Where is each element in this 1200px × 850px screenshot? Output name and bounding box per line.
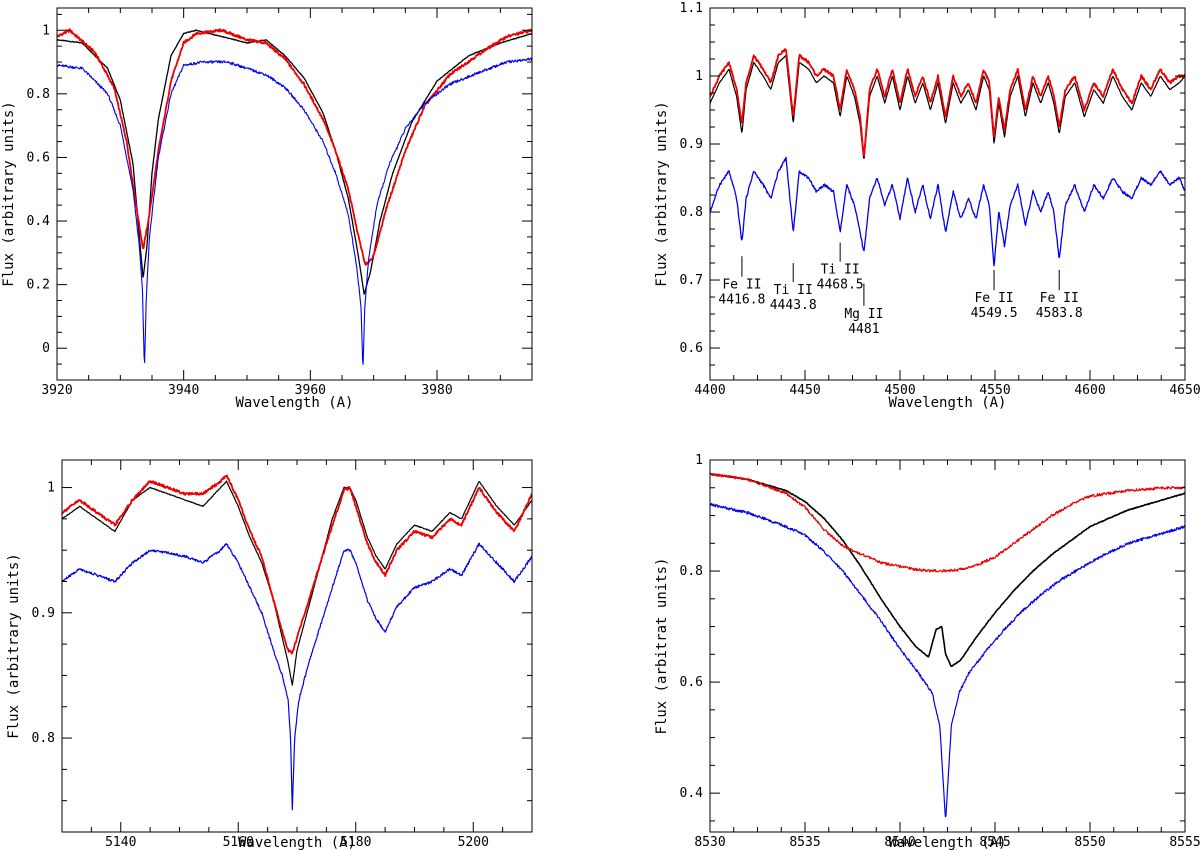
line-id-wavelength: 4443.8 bbox=[770, 298, 817, 313]
y-tick-label: 0.6 bbox=[27, 150, 50, 165]
y-axis-label: Flux (arbitrary units) bbox=[654, 101, 670, 286]
x-tick-label: 8550 bbox=[1074, 835, 1105, 850]
plot-frame bbox=[61, 459, 533, 833]
y-tick-label: 0.8 bbox=[680, 564, 703, 579]
series-red-line bbox=[710, 48, 1185, 157]
x-tick-label: 3940 bbox=[168, 383, 199, 398]
y-tick-label: 1 bbox=[47, 481, 55, 496]
x-tick-label: 8535 bbox=[789, 835, 820, 850]
y-tick-label: 0.4 bbox=[680, 786, 704, 801]
line-id-wavelength: 4583.8 bbox=[1036, 306, 1083, 321]
line-id-wavelength: 4468.5 bbox=[817, 278, 864, 293]
y-tick-label: 0.4 bbox=[27, 214, 51, 229]
line-id-wavelength: 4481 bbox=[848, 322, 879, 337]
line-id-ion: Ti II bbox=[774, 283, 813, 298]
x-axis-label: Wavelength (A) bbox=[888, 395, 1006, 411]
x-tick-label: 8540 bbox=[884, 835, 915, 850]
x-axis-label: Wavelength (A) bbox=[235, 395, 353, 411]
series-blue-line bbox=[57, 57, 532, 366]
series-blue-line bbox=[62, 542, 532, 811]
series-red-line bbox=[710, 472, 1185, 573]
y-tick-label: 0.8 bbox=[680, 205, 703, 220]
y-tick-label: 1 bbox=[42, 23, 50, 38]
x-tick-label: 4550 bbox=[979, 383, 1010, 398]
x-axis-label: Wavelength (A) bbox=[238, 835, 356, 850]
y-axis-label: Flux (arbitrat units) bbox=[654, 557, 670, 734]
y-axis-label: Flux (arbitrary units) bbox=[1, 101, 17, 286]
x-tick-label: 4400 bbox=[694, 383, 725, 398]
series-group bbox=[62, 474, 532, 811]
plot-frame bbox=[709, 7, 1186, 381]
line-id-ion: Fe II bbox=[1040, 291, 1079, 306]
panel-bottom-left: 5140 5160 5180 5200 0.8 0.9 1 Wavelength (A) Flu… bbox=[6, 459, 533, 850]
series-blue-line bbox=[710, 156, 1185, 267]
line-id-ion: Ti II bbox=[821, 263, 860, 278]
panel-top-right: 4400 4450 4500 4550 4600 4650 0.6 0.7 0.8 0.9 1 1.1… bbox=[654, 1, 1200, 411]
y-tick-label: 0.8 bbox=[32, 731, 55, 746]
y-tick-label: 0.6 bbox=[680, 675, 703, 690]
y-tick-label: 1 bbox=[695, 453, 703, 468]
series-black-line bbox=[710, 472, 1185, 668]
panel-bottom-right: 8530 8535 8540 8545 8550 8555 0.4 0.6 0.8 1 Wavele… bbox=[654, 453, 1200, 850]
y-tick-label: 1 bbox=[695, 69, 703, 84]
x-tick-label: 5200 bbox=[458, 835, 489, 850]
series-group bbox=[710, 48, 1185, 267]
x-tick-label: 5180 bbox=[340, 835, 371, 850]
y-tick-label: 1.1 bbox=[680, 1, 703, 16]
y-tick-label: 0.8 bbox=[27, 87, 50, 102]
line-id-wavelength: 4416.8 bbox=[718, 293, 765, 308]
series-red-line bbox=[62, 474, 532, 655]
plot-frame bbox=[56, 7, 533, 381]
y-tick-label: 0.2 bbox=[27, 278, 50, 293]
x-tick-label: 3920 bbox=[41, 383, 72, 398]
x-tick-label: 8555 bbox=[1169, 835, 1200, 850]
series-blue-line bbox=[710, 502, 1185, 818]
x-tick-label: 3960 bbox=[295, 383, 326, 398]
y-tick-label: 0.9 bbox=[680, 137, 703, 152]
series-black-line bbox=[62, 480, 532, 686]
y-tick-label: 0.9 bbox=[32, 606, 55, 621]
y-tick-label: 0 bbox=[42, 341, 50, 356]
y-axis-label: Flux (arbitrary units) bbox=[6, 553, 22, 738]
line-id-wavelength: 4549.5 bbox=[971, 306, 1018, 321]
line-id-ion: Mg II bbox=[844, 307, 883, 322]
x-tick-label: 5140 bbox=[105, 835, 136, 850]
line-id-ion: Fe II bbox=[974, 291, 1013, 306]
x-tick-label: 5160 bbox=[223, 835, 254, 850]
x-tick-label: 3980 bbox=[421, 383, 452, 398]
series-group bbox=[710, 472, 1185, 818]
x-tick-label: 8545 bbox=[979, 835, 1010, 850]
series-red-line bbox=[57, 28, 532, 266]
y-tick-label: 0.7 bbox=[680, 273, 703, 288]
line-id-ion: Fe II bbox=[722, 278, 761, 293]
series-group bbox=[57, 28, 532, 366]
x-tick-label: 8530 bbox=[694, 835, 725, 850]
y-tick-label: 0.6 bbox=[680, 341, 703, 356]
x-tick-label: 4500 bbox=[884, 383, 915, 398]
x-tick-label: 4450 bbox=[789, 383, 820, 398]
panel-top-left: 3920 3940 3960 3980 0 0.2 0.4 0.6 0.8 1 Wavelength… bbox=[1, 7, 533, 411]
x-tick-label: 4650 bbox=[1169, 383, 1200, 398]
x-axis-label: Wavelength (A) bbox=[888, 835, 1006, 850]
x-tick-label: 4600 bbox=[1074, 383, 1105, 398]
